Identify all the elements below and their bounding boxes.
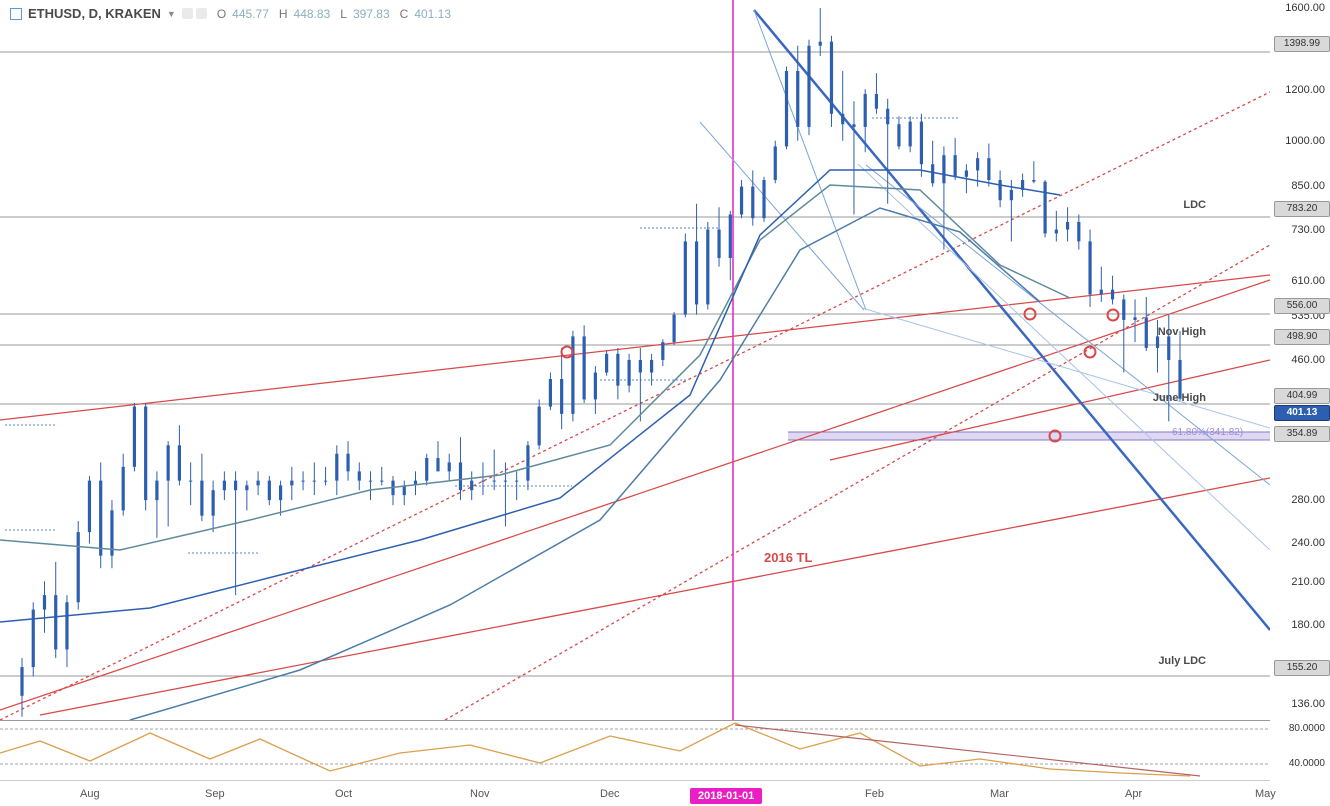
side-level-label: LDC [1183,199,1206,211]
time-tick: Mar [990,788,1009,800]
ohlc-h-letter: H [279,7,288,21]
ohlc-indicator-icons [182,8,207,19]
main-price-chart[interactable]: 2016 TL 61.80%(341.82) LDC Nov High June H… [0,0,1270,720]
price-level-box: 1398.99 [1274,36,1330,52]
price-tick: 850.00 [1291,180,1325,192]
chart-container: ETHUSD, D, KRAKEN ▼ O 445.77 H 448.83 L 397… [0,0,1330,806]
rsi-axis: 80.0000 40.0000 [1270,721,1330,781]
price-tick: 180.00 [1291,619,1325,631]
price-tick: 240.00 [1291,537,1325,549]
horizontal-lines [0,52,1270,676]
price-tick: 610.00 [1291,275,1325,287]
time-tick: Apr [1125,788,1142,800]
side-level-label: June High [1153,392,1206,404]
chart-header: ETHUSD, D, KRAKEN ▼ O 445.77 H 448.83 L 397… [10,6,451,21]
price-tick: 136.00 [1291,698,1325,710]
price-tick: 1200.00 [1285,84,1325,96]
ohlc-l-letter: L [340,7,347,21]
rsi-svg [0,721,1270,781]
ohlc-low: 397.83 [353,7,390,21]
rsi-tick: 40.0000 [1289,758,1325,769]
marker-circle [1024,308,1037,321]
price-level-box: 783.20 [1274,201,1330,217]
marker-circle [561,346,574,359]
price-tick: 730.00 [1291,224,1325,236]
moving-averages [0,170,1070,720]
settings-icon[interactable] [182,8,193,19]
price-tick: 210.00 [1291,576,1325,588]
time-tick: Oct [335,788,352,800]
marker-circle [1084,346,1097,359]
trendline-annotation: 2016 TL [764,550,812,565]
marker-circle [1107,309,1120,322]
symbol-label[interactable]: ETHUSD, D, KRAKEN [28,6,161,21]
ohlc-o-letter: O [217,7,226,21]
price-level-box: 556.00 [1274,298,1330,314]
ohlc-high: 448.83 [294,7,331,21]
time-tick: Nov [470,788,490,800]
ohlc-c-letter: C [400,7,409,21]
time-tick: May [1255,788,1276,800]
price-chart-svg [0,0,1270,720]
marker-circle [1049,430,1062,443]
price-level-box: 354.89 [1274,426,1330,442]
time-tick: Aug [80,788,100,800]
price-level-box: 498.90 [1274,329,1330,345]
ohlc-open: 445.77 [232,7,269,21]
time-tick: Sep [205,788,225,800]
time-highlight: 2018-01-01 [690,788,762,804]
fib-label: 61.80%(341.82) [1172,427,1243,438]
time-tick: Feb [865,788,884,800]
trend-lines [0,92,1270,720]
price-level-box: 155.20 [1274,660,1330,676]
side-level-label: July LDC [1158,655,1206,667]
current-price-box: 401.13 [1274,405,1330,421]
time-tick: Dec [600,788,620,800]
side-level-label: Nov High [1158,326,1206,338]
price-tick: 1000.00 [1285,135,1325,147]
chevron-down-icon[interactable]: ▼ [167,9,176,19]
price-tick: 280.00 [1291,494,1325,506]
rsi-panel[interactable]: 80.000040.0000 [0,720,1270,780]
ohlc-close: 401.13 [414,7,451,21]
candlesticks [20,8,1181,717]
rsi-tick: 80.0000 [1289,723,1325,734]
price-tick: 460.00 [1291,354,1325,366]
price-tick: 1600.00 [1285,2,1325,14]
price-axis[interactable]: 1600.00 1200.00 1000.00 850.00 730.00 610.00 5… [1270,0,1330,720]
price-level-box: 404.99 [1274,388,1330,404]
settings-icon[interactable] [196,8,207,19]
time-axis[interactable]: AugSepOctNovDecFebMarAprMay 2018-01-01 [0,780,1270,806]
box-icon [10,8,22,20]
